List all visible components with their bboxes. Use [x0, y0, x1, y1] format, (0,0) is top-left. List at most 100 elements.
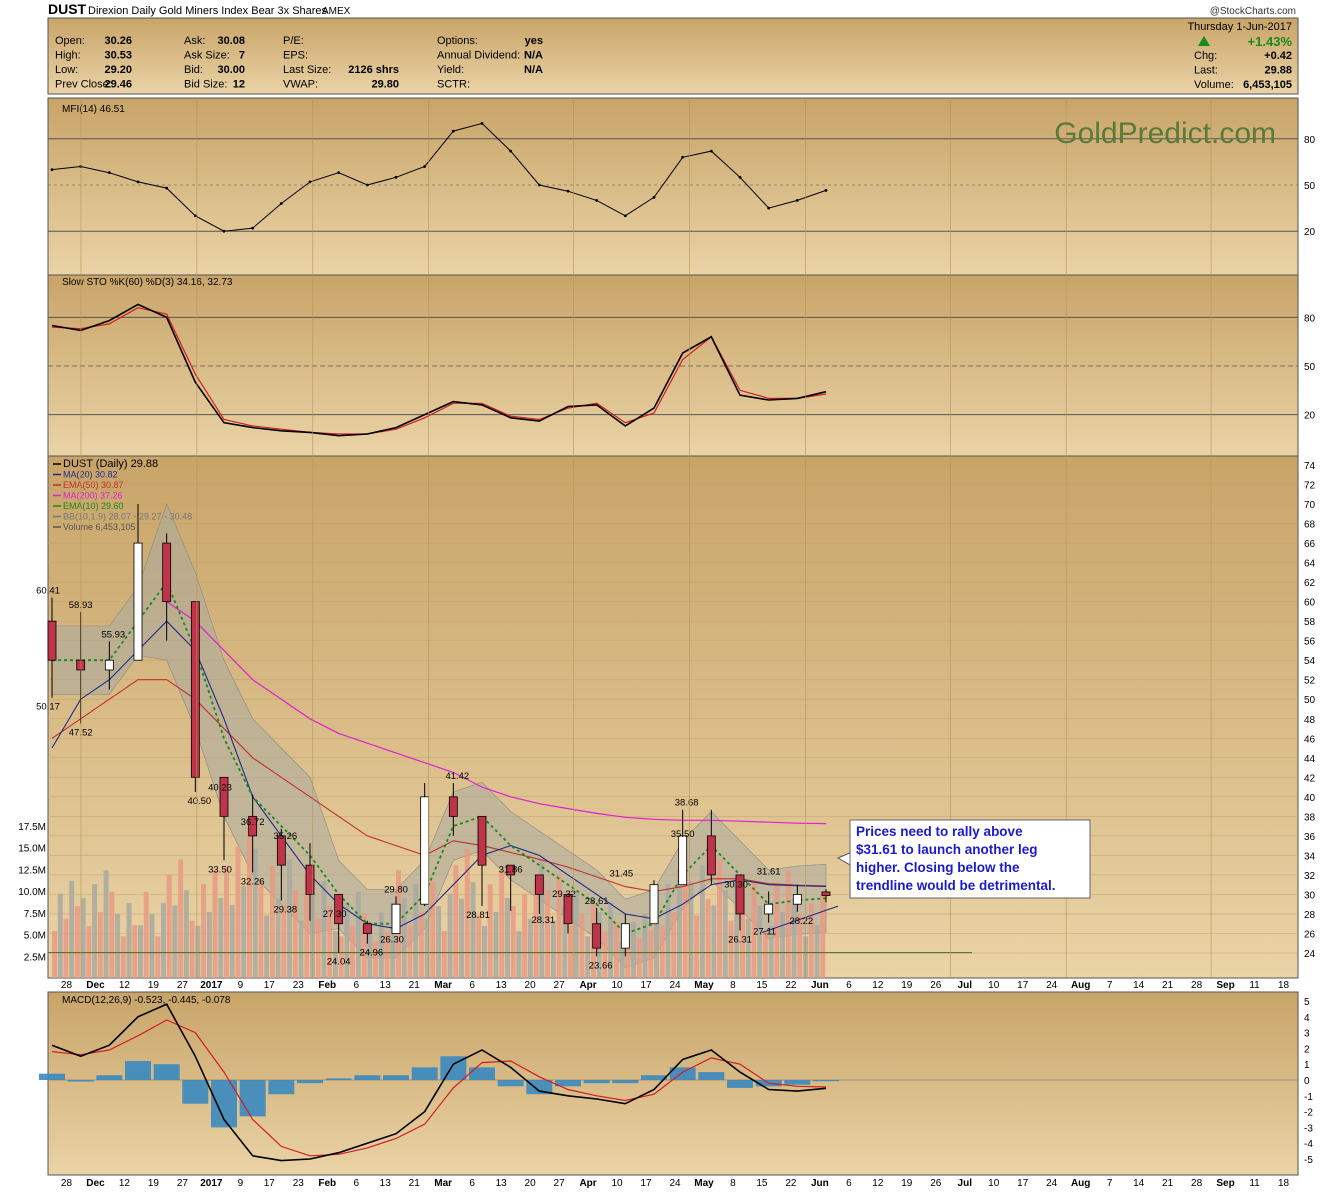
quote-label: Chg: [1194, 50, 1217, 62]
x-tick-label: 27 [554, 980, 566, 991]
price-tick-label: 70 [1304, 500, 1316, 511]
mfi-point [709, 149, 713, 153]
mfi-point [365, 183, 369, 187]
candle-body [104, 659, 114, 671]
candle-body [678, 835, 688, 886]
price-tick-label: 66 [1304, 539, 1316, 550]
volume-bar [97, 911, 103, 978]
price-label: 58.93 [69, 600, 93, 611]
annotation-line: $31.61 to launch another leg [856, 842, 1038, 857]
mfi-point [681, 155, 685, 159]
volume-tick-label: 10.0M [18, 887, 46, 898]
quote-value: 30.00 [217, 64, 245, 76]
x-tick-label: 28 [61, 1178, 73, 1189]
macd-histogram-bar [555, 1080, 581, 1087]
candle-body [649, 884, 659, 925]
x-tick-label: 6 [353, 1178, 359, 1189]
volume-bar [613, 922, 619, 978]
mfi-point [394, 175, 398, 179]
x-tick-label: 14 [1133, 1178, 1145, 1189]
volume-bar [350, 925, 356, 978]
price-tick-label: 44 [1304, 754, 1316, 765]
price-label: 28.61 [585, 896, 609, 907]
mfi-point [537, 183, 541, 187]
x-tick-label: 9 [238, 980, 244, 991]
mfi-point [165, 186, 169, 190]
price-label: 32.26 [241, 876, 265, 887]
quote-value: N/A [524, 64, 543, 76]
volume-bar [722, 890, 728, 978]
candle-body [420, 796, 430, 905]
x-axis: 2828DecDec121219192727201720179917172323… [61, 98, 1290, 1189]
price-tick-label: 54 [1304, 656, 1316, 667]
volume-bar [275, 898, 281, 978]
price-label: 60.41 [36, 586, 60, 597]
macd-histogram-bar [698, 1072, 725, 1080]
price-label: 27.11 [753, 927, 776, 938]
legend-entry: DUST (Daily) 29.88 [63, 458, 158, 470]
volume-bar [797, 914, 803, 978]
quote-value: 7 [239, 50, 245, 62]
legend-entry: MA(20) 30.82 [63, 470, 118, 480]
macd-histogram-bar [125, 1061, 151, 1080]
price-label: 33.50 [208, 864, 232, 875]
symbol: DUST [48, 1, 87, 17]
x-tick-label: 8 [730, 1178, 736, 1189]
macd-tick-label: -5 [1304, 1155, 1313, 1166]
volume-bar [791, 898, 797, 978]
volume-bar [699, 865, 705, 978]
x-tick-label: 27 [177, 980, 189, 991]
sto-tick-label: 50 [1304, 362, 1316, 373]
price-label: 38.68 [675, 798, 699, 809]
x-tick-label: Sep [1216, 980, 1234, 991]
security-name: Direxion Daily Gold Miners Index Bear 3x… [88, 5, 328, 17]
volume-bar [287, 859, 293, 978]
quote-value: 30.53 [104, 50, 132, 62]
volume-bar [642, 913, 648, 978]
price-tick-label: 74 [1304, 461, 1316, 472]
macd-histogram-bar [784, 1080, 811, 1085]
mfi-point [222, 229, 226, 233]
volume-bar [694, 915, 700, 978]
candle-body [276, 835, 286, 866]
candle-body [334, 894, 344, 925]
volume-bar [499, 870, 505, 978]
macd-histogram-bar [526, 1080, 553, 1095]
volume-bar [241, 885, 247, 978]
x-tick-label: 17 [264, 980, 276, 991]
annotation-line: higher. Closing below the [856, 860, 1020, 875]
x-tick-label: 13 [496, 1178, 508, 1189]
quote-label: High: [55, 50, 81, 62]
volume-bar [757, 906, 763, 978]
macd-histogram-bar [153, 1064, 180, 1080]
macd-histogram-bar [67, 1080, 94, 1082]
volume-bar [281, 905, 287, 978]
ema50-line [51, 679, 827, 893]
volume-bar [648, 930, 654, 978]
mfi-tick-label: 20 [1304, 227, 1316, 238]
volume-bar [436, 906, 442, 978]
price-label: 24.96 [359, 948, 383, 959]
quote-value: 12 [233, 79, 245, 91]
volume-bar [92, 884, 98, 978]
candle-body [534, 874, 544, 895]
stochastic-panel [47, 274, 1299, 457]
macd-signal-line [51, 1019, 827, 1157]
x-tick-label: 26 [930, 1178, 942, 1189]
x-tick-label: Feb [318, 1178, 336, 1189]
candle-body [391, 903, 401, 934]
volume-bar [344, 902, 350, 978]
price-label: 36.72 [241, 817, 265, 828]
volume-bar [579, 914, 585, 978]
quote-label: Ask Size: [184, 50, 230, 62]
x-tick-label: 22 [785, 980, 797, 991]
price-label: 31.45 [609, 868, 633, 879]
macd-tick-label: -3 [1304, 1123, 1313, 1134]
x-tick-label: 23 [293, 980, 305, 991]
x-tick-label: 14 [1133, 980, 1145, 991]
x-tick-label: 24 [669, 1178, 681, 1189]
volume-bar [126, 902, 132, 978]
price-tick-label: 68 [1304, 520, 1316, 531]
volume-bar [373, 941, 379, 978]
x-tick-label: 7 [1107, 1178, 1113, 1189]
